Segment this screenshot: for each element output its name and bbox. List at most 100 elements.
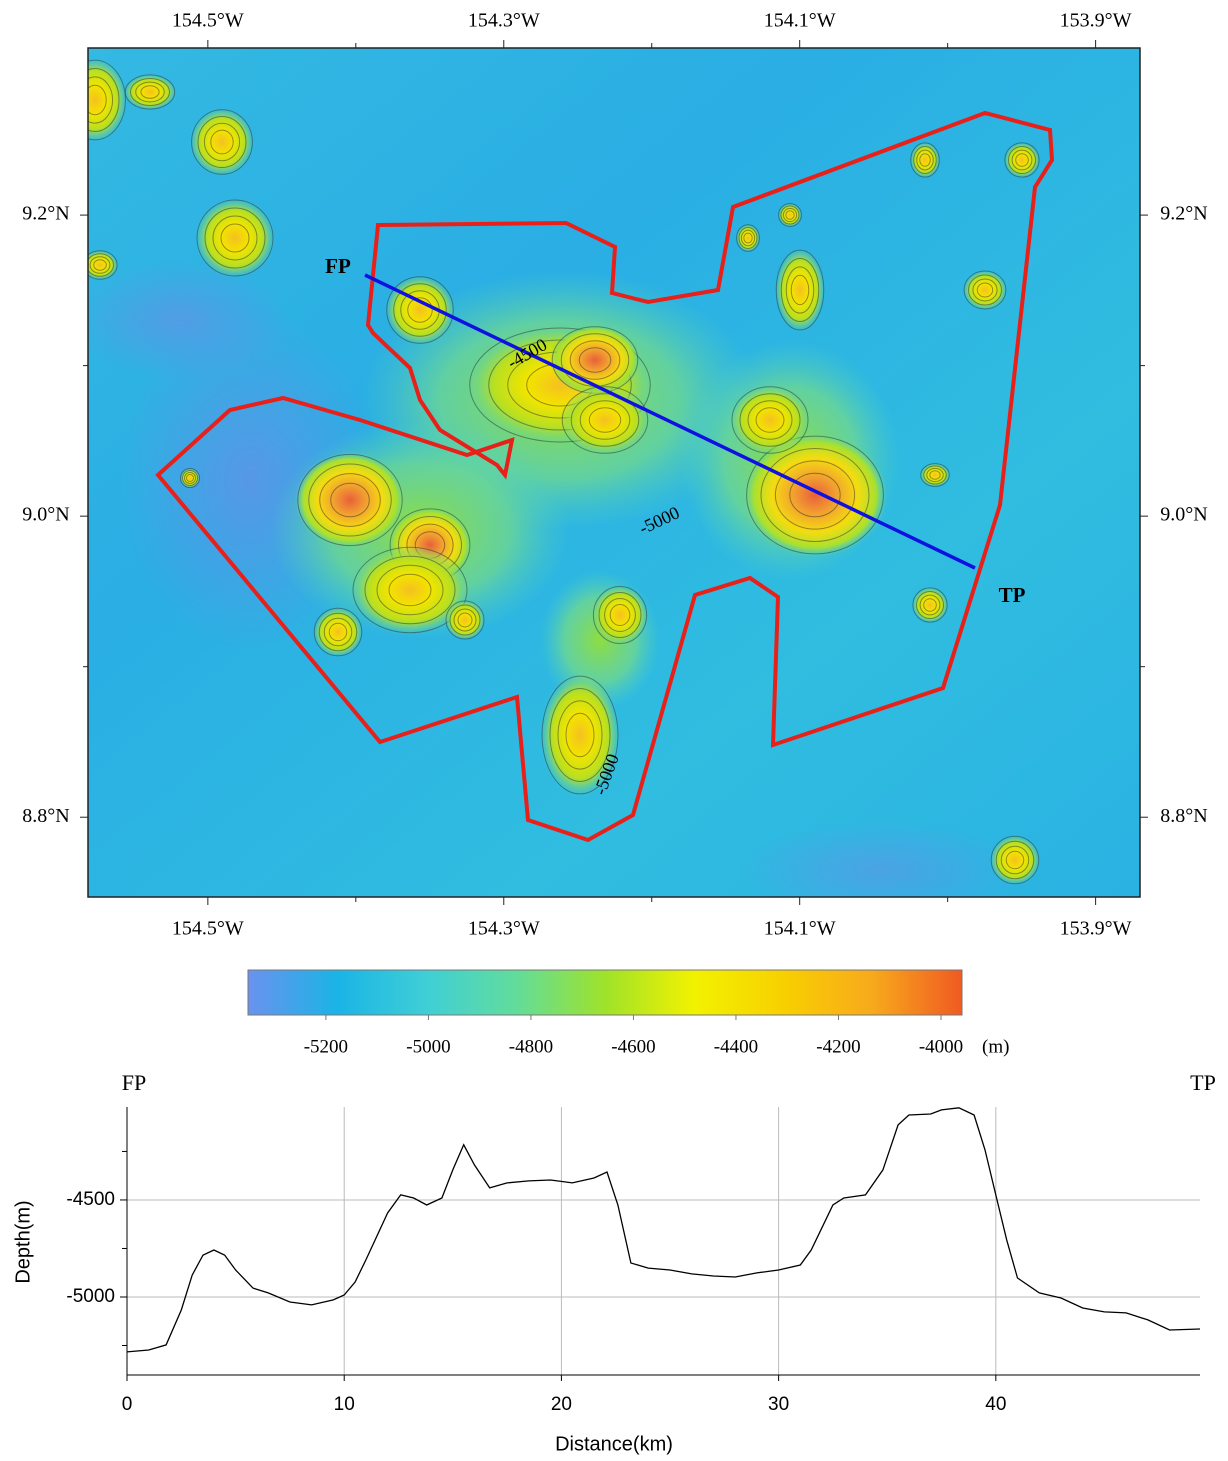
contour [130, 78, 170, 106]
contour [569, 340, 621, 380]
contour [738, 227, 758, 249]
y-tick-label: -4500 [66, 1189, 115, 1210]
x-tick-label: 40 [985, 1394, 1006, 1415]
contour [445, 600, 485, 640]
seamount [778, 203, 802, 227]
y-tick-label: 8.8°N [1160, 805, 1207, 827]
seamount [190, 108, 254, 176]
contour [1004, 142, 1040, 178]
seamount [912, 587, 948, 623]
contour [140, 85, 160, 99]
contour [313, 607, 363, 657]
contour [929, 470, 941, 480]
colorbar-tick-label: -4200 [816, 1036, 860, 1057]
contour [88, 76, 114, 124]
seamount [540, 673, 620, 797]
contour [780, 258, 820, 322]
profile-line [126, 1107, 1201, 1353]
contour [386, 276, 454, 344]
contour [916, 149, 934, 171]
seamount [730, 385, 810, 455]
contour [782, 207, 798, 223]
colorbar-unit: (m) [982, 1036, 1009, 1057]
contour [916, 591, 944, 619]
profile-end-label: TP [1190, 1070, 1216, 1095]
contour [457, 612, 473, 628]
contour [561, 386, 649, 454]
contour [388, 573, 432, 607]
contour [963, 270, 1007, 310]
contour [88, 253, 114, 277]
contour [328, 622, 348, 642]
seamount [385, 275, 455, 345]
seamount [295, 452, 405, 548]
y-axis-label: Depth(m) [12, 1200, 34, 1283]
contour [1015, 153, 1029, 167]
contour [926, 467, 944, 483]
x-tick-label: 154.5°W [172, 10, 244, 32]
x-tick-label: 10 [334, 1394, 355, 1415]
contour [1005, 850, 1025, 870]
y-tick-label: -5000 [66, 1286, 115, 1307]
profile-line [364, 273, 976, 570]
contour [923, 465, 947, 485]
seamount [180, 468, 200, 488]
contour [746, 435, 884, 555]
contour [775, 249, 825, 331]
contour [210, 129, 234, 155]
seamount [743, 433, 887, 557]
contour [352, 546, 468, 634]
contour [297, 453, 403, 547]
x-tick-label: 154.1°W [764, 918, 836, 940]
contour [774, 460, 856, 530]
contour [364, 555, 456, 625]
contour [308, 463, 392, 537]
contour [920, 463, 950, 487]
seamount [592, 585, 648, 645]
colorbar-tick-label: -4000 [919, 1036, 963, 1057]
contour [323, 617, 353, 647]
y-tick-label: 9.2°N [1160, 203, 1207, 225]
seamount [445, 600, 485, 640]
x-tick-label: 154.1°W [764, 10, 836, 32]
colorbar-tick-label: -5200 [304, 1036, 348, 1057]
seamount [88, 58, 127, 142]
seamount [124, 74, 176, 110]
x-tick-label: 20 [551, 1394, 572, 1415]
study-area-outline [155, 110, 1055, 843]
seamount [350, 545, 470, 635]
contour [1011, 149, 1033, 171]
colorbar-tick-label: -4600 [611, 1036, 655, 1057]
profile-start-label: FP [122, 1070, 146, 1095]
contour [912, 587, 948, 623]
contour [407, 297, 433, 323]
map-frame [87, 47, 1141, 898]
contour [588, 407, 622, 433]
contour [976, 282, 994, 298]
x-tick-label: 153.9°W [1060, 10, 1132, 32]
contour [1008, 146, 1036, 174]
contour [609, 604, 631, 626]
contour [790, 274, 810, 306]
colorbar-tick-label: -4800 [509, 1036, 553, 1057]
contour [598, 592, 642, 638]
y-tick-label: 9.0°N [22, 504, 69, 526]
seamount [963, 270, 1007, 310]
x-tick-label: 30 [768, 1394, 789, 1415]
y-tick-label: 9.0°N [1160, 504, 1207, 526]
x-tick-label: 153.9°W [1060, 918, 1132, 940]
contour [196, 199, 274, 277]
seamount [920, 463, 950, 487]
seamount [736, 224, 760, 252]
y-tick-label: 8.8°N [22, 805, 69, 827]
x-tick-label: 154.5°W [172, 918, 244, 940]
x-tick-label: 154.3°W [468, 10, 540, 32]
y-tick-label: 9.2°N [22, 203, 69, 225]
seamount [990, 835, 1040, 885]
contour [184, 472, 196, 484]
contour [89, 256, 111, 274]
contour [191, 109, 253, 175]
contour [135, 81, 165, 103]
